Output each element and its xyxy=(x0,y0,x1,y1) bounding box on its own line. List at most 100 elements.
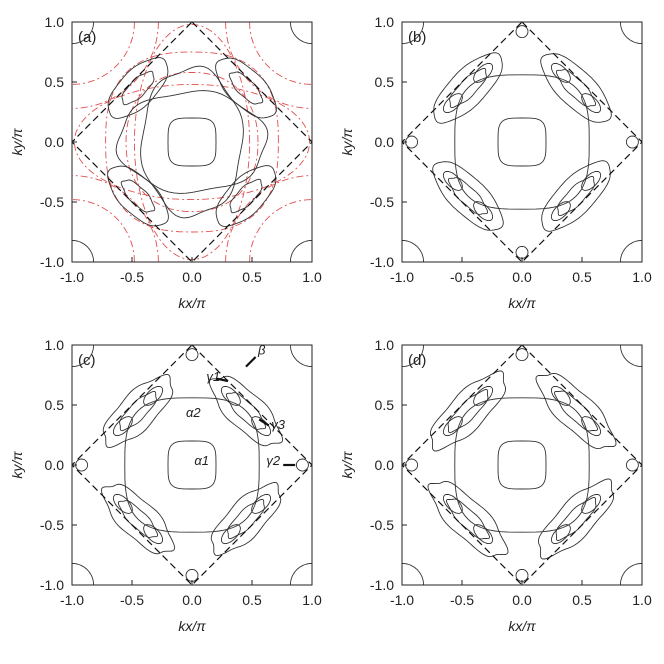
contour-edge-pocket xyxy=(405,135,419,149)
x-tick-label: 0.0 xyxy=(512,592,532,608)
contour-diag-inner xyxy=(121,70,155,106)
y-tick-label: 1.0 xyxy=(45,14,65,30)
contour-edge-pocket xyxy=(185,348,199,362)
contour-diag-inner xyxy=(225,392,267,430)
y-tick-label: 0.0 xyxy=(45,457,65,473)
x-tick-label: 0.5 xyxy=(242,592,262,608)
x-tick-label: 0.0 xyxy=(512,269,532,285)
contour-diag-inner xyxy=(555,497,597,541)
diamond-zone-boundary xyxy=(402,345,642,585)
contour-island xyxy=(581,416,602,437)
y-tick-label: 0.5 xyxy=(45,397,65,413)
red-contour xyxy=(225,22,312,109)
red-contour xyxy=(72,22,135,85)
y-tick-label: -1.0 xyxy=(370,254,394,270)
contour-diag-inner xyxy=(229,178,263,214)
y-axis-label: ky/π xyxy=(339,451,355,479)
contour-central xyxy=(167,440,217,490)
contour-island xyxy=(220,524,241,545)
red-contour xyxy=(72,199,135,262)
contour-diag-inner xyxy=(554,390,598,432)
y-tick-label: 1.0 xyxy=(45,337,65,353)
contour-island xyxy=(581,170,602,191)
annotation-label: α1 xyxy=(194,453,209,468)
annotation-arrow xyxy=(245,356,257,368)
y-axis-label: ky/π xyxy=(9,128,25,156)
diamond-zone-boundary xyxy=(402,22,642,262)
annotation-label: γ3 xyxy=(271,417,286,432)
contour-island xyxy=(112,493,133,514)
contour-diag-pocket xyxy=(107,165,169,227)
red-contour xyxy=(249,22,312,85)
x-tick-label: -0.5 xyxy=(120,592,144,608)
x-tick-label: 1.0 xyxy=(632,592,652,608)
y-tick-label: -1.0 xyxy=(370,577,394,593)
contour-outer xyxy=(124,397,260,533)
y-tick-label: 0.0 xyxy=(375,134,395,150)
x-tick-label: -1.0 xyxy=(390,269,414,285)
contour-diag-pocket xyxy=(102,373,174,449)
contour-diag-pocket xyxy=(432,161,504,231)
annotation-label: α2 xyxy=(186,405,201,420)
x-tick-label: 0.5 xyxy=(572,269,592,285)
y-tick-label: 0.0 xyxy=(45,134,65,150)
contour-corner xyxy=(289,345,312,368)
x-tick-label: 0.5 xyxy=(572,592,592,608)
contour-diag-pocket xyxy=(537,478,615,560)
plot-frame xyxy=(401,344,643,586)
x-tick-label: 1.0 xyxy=(302,269,322,285)
contour-island xyxy=(442,170,463,191)
contour-corner xyxy=(72,239,95,262)
panel-label: (c) xyxy=(78,352,96,369)
x-tick-label: -1.0 xyxy=(390,592,414,608)
contour-diag-inner xyxy=(120,179,156,213)
contour-diag-inner xyxy=(119,390,157,432)
x-axis-label: kx/π xyxy=(508,295,536,311)
x-axis-label: kx/π xyxy=(508,618,536,634)
y-tick-label: 0.5 xyxy=(375,397,395,413)
contour-edge-pocket xyxy=(405,458,419,472)
y-tick-label: 1.0 xyxy=(375,14,395,30)
contour-diag-inner xyxy=(227,498,265,540)
panel-a: -1.0 1.0 -0.5 0.5 0.0 0.0 0.5 -0.5 1.0 -1.0 kx/π ky… xyxy=(9,14,322,311)
x-tick-label: -0.5 xyxy=(120,269,144,285)
y-tick-label: 0.5 xyxy=(375,74,395,90)
contour-island xyxy=(550,524,571,545)
contour-island xyxy=(550,201,571,222)
contour-island xyxy=(550,62,571,83)
contour-diag-pocket xyxy=(210,481,282,557)
x-axis-label: kx/π xyxy=(178,618,206,634)
contour-diag-pocket xyxy=(541,160,611,232)
contour-corner xyxy=(619,239,642,262)
contour-corner xyxy=(289,239,312,262)
annotation-label: β xyxy=(257,343,266,358)
contour-island xyxy=(220,385,241,406)
contour-diag-pocket xyxy=(535,372,617,450)
annotation-label: γ1 xyxy=(206,369,220,384)
contour-edge-pocket xyxy=(515,245,529,259)
panel-c: -1.0 1.0 -0.5 0.5 0.0 0.0 0.5 -0.5 1.0 -1.0 kx/π ky… xyxy=(9,337,322,634)
contour-edge-pocket xyxy=(625,135,639,149)
contour-corner xyxy=(402,345,425,368)
red-contour xyxy=(105,51,279,233)
red-contour xyxy=(73,83,311,201)
x-tick-label: -1.0 xyxy=(60,592,84,608)
contour-diag-pocket xyxy=(215,57,277,119)
contour-edge-pocket xyxy=(515,25,529,39)
y-tick-label: -1.0 xyxy=(40,577,64,593)
contour-diag-inner xyxy=(449,67,487,109)
contour-central xyxy=(167,117,217,167)
annotation-arrow xyxy=(258,418,270,427)
panel-label: (b) xyxy=(408,29,426,46)
contour-island xyxy=(143,524,164,545)
contour-island xyxy=(442,416,463,437)
contour-diag-inner xyxy=(447,389,489,433)
contour-diag-inner xyxy=(446,498,490,540)
plot-area xyxy=(402,22,642,262)
contour-island xyxy=(251,416,272,437)
contour-corner xyxy=(289,562,312,585)
contour-outer xyxy=(454,397,590,533)
contour-corner xyxy=(289,22,312,45)
contour-lens xyxy=(115,90,269,194)
contour-diag-pocket xyxy=(429,370,507,452)
